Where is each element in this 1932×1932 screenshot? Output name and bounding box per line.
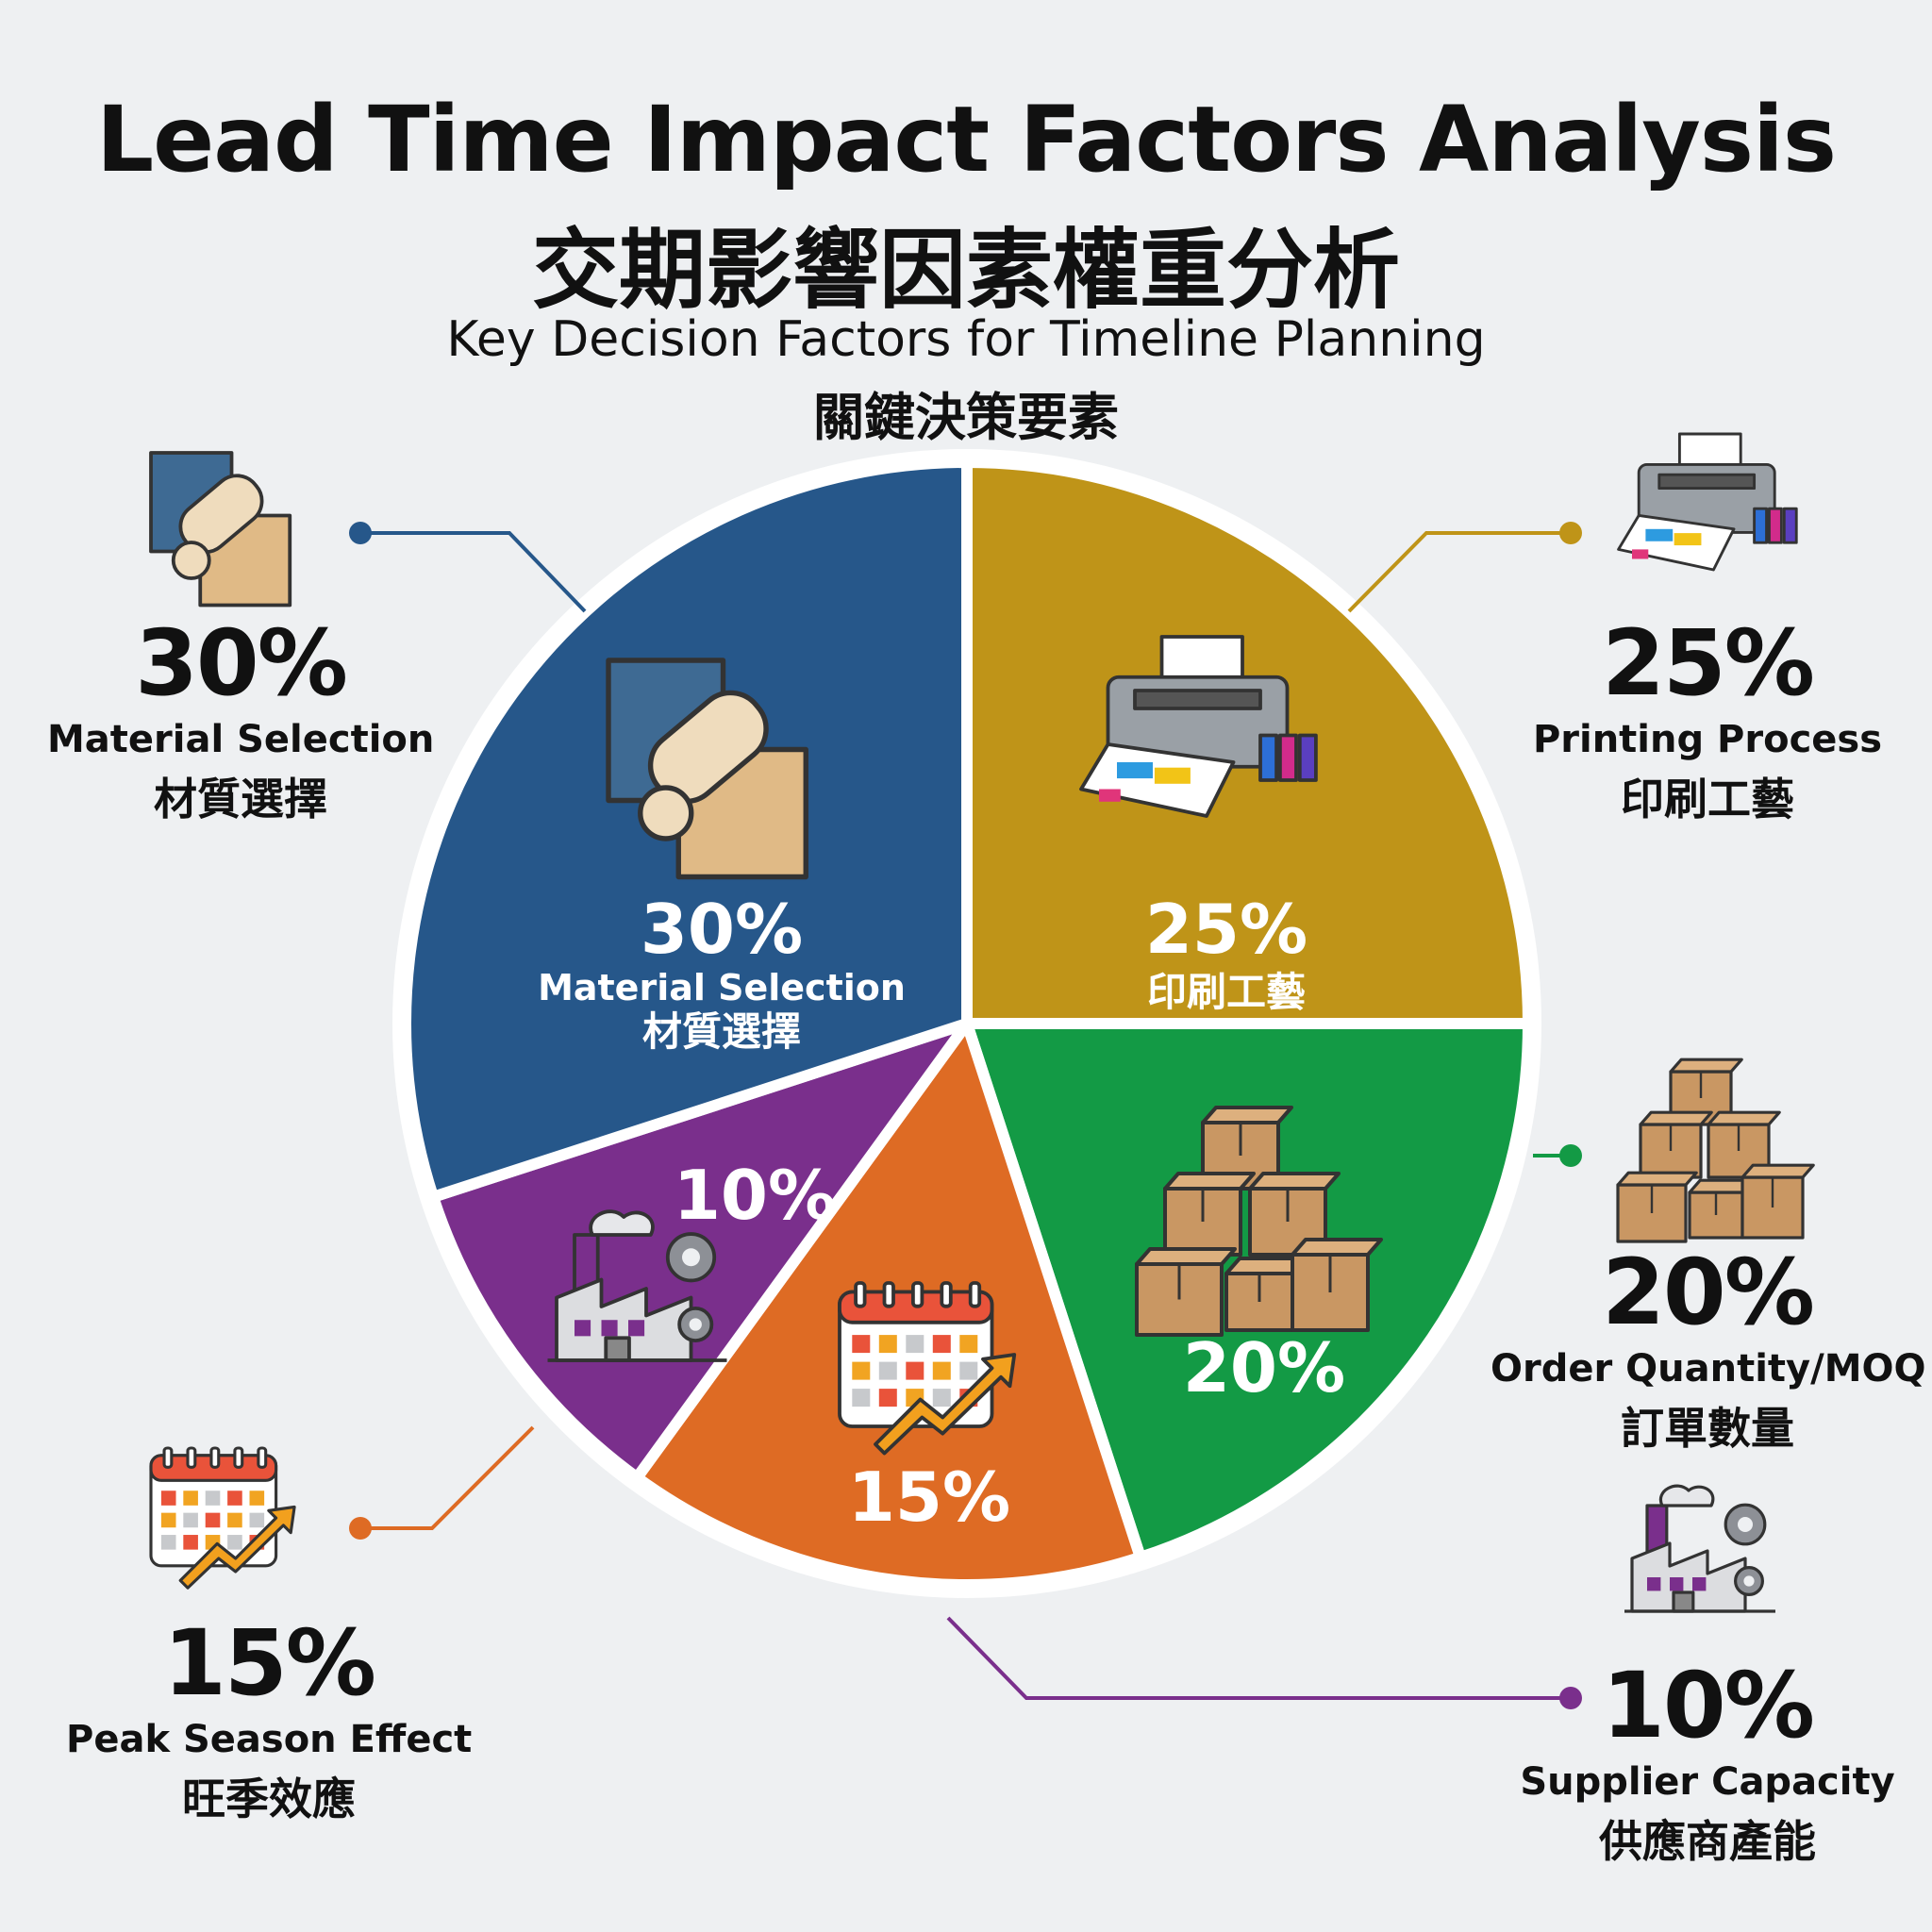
callout-label-zh-printing: 印刷工藝 <box>1621 774 1794 824</box>
leader-dot-printing-process <box>1559 522 1582 544</box>
printer-icon <box>1617 432 1798 572</box>
callout-label-zh-supplier: 供應商產能 <box>1599 1816 1816 1867</box>
slice-label-material-selection: Material Selection <box>538 967 906 1008</box>
factory-icon <box>1624 1484 1776 1613</box>
boxes-icon <box>1135 1106 1383 1337</box>
fabric-swatch-icon <box>606 658 808 880</box>
leader-dot-peak-season-effect <box>349 1517 372 1540</box>
slice-value-label-peak-season-effect: 15% <box>848 1457 1010 1537</box>
callout-order-quantity: 20% Order Quantity/MOQ 訂單數量 <box>1491 1240 1926 1457</box>
leader-line-material-selection <box>360 531 587 613</box>
chart-title-zh: 交期影響因素權重分析 <box>531 220 1400 321</box>
chart-subtitle-zh: 關鍵決策要素 <box>813 388 1119 447</box>
slice-value-label-material-selection: 30% <box>641 890 803 969</box>
fabric-swatch-icon <box>149 451 292 608</box>
slice-value-label-printing-process: 25% <box>1145 890 1307 969</box>
leader-line-supplier-capacity <box>946 1616 1571 1700</box>
leader-line-peak-season-effect <box>360 1425 535 1530</box>
callout-label-supplier: Supplier Capacity <box>1520 1760 1895 1804</box>
boxes-icon <box>1616 1058 1815 1243</box>
slice-value-label-supplier-capacity: 10% <box>674 1156 836 1235</box>
leader-dot-material-selection <box>349 522 372 544</box>
callout-peak-season: 15% Peak Season Effect 旺季效應 <box>66 1618 472 1827</box>
callout-label-peak: Peak Season Effect <box>66 1718 473 1761</box>
factory-icon <box>547 1209 727 1362</box>
callout-label-zh-peak: 旺季效應 <box>182 1774 356 1824</box>
callout-value-peak: 15% <box>163 1610 376 1716</box>
slice-label-zh-printing-process: 印刷工藝 <box>1147 969 1306 1015</box>
printer-icon <box>1079 635 1318 818</box>
callout-printing-process: 25% Printing Process 印刷工藝 <box>1509 618 1906 827</box>
callout-label-printing: Printing Process <box>1532 718 1883 761</box>
callout-label-material: Material Selection <box>47 718 435 761</box>
chart-title: Lead Time Impact Factors Analysis <box>95 87 1837 192</box>
callout-value-printing: 25% <box>1602 610 1815 716</box>
leader-dot-order-quantity-moq <box>1559 1144 1582 1167</box>
leader-line-printing-process <box>1347 531 1571 613</box>
callout-supplier-capacity: 10% Supplier Capacity 供應商產能 <box>1500 1660 1915 1870</box>
callout-value-material: 30% <box>135 610 348 716</box>
callout-label-order: Order Quantity/MOQ <box>1491 1347 1926 1391</box>
slice-value-label-order-quantity-moq: 20% <box>1183 1328 1345 1407</box>
callout-label-zh-material: 材質選擇 <box>154 774 327 824</box>
calendar-trend-icon <box>838 1281 1017 1456</box>
callout-material-selection: 30% Material Selection 材質選擇 <box>47 618 434 827</box>
calendar-trend-icon <box>149 1446 296 1590</box>
callout-value-order: 20% <box>1602 1240 1815 1345</box>
callout-value-supplier: 10% <box>1602 1653 1815 1758</box>
callout-label-zh-order: 訂單數量 <box>1621 1403 1794 1454</box>
chart-subtitle: Key Decision Factors for Timeline Planni… <box>446 311 1486 368</box>
leader-dot-supplier-capacity <box>1559 1687 1582 1709</box>
slice-label-zh-material-selection: 材質選擇 <box>642 1008 801 1055</box>
